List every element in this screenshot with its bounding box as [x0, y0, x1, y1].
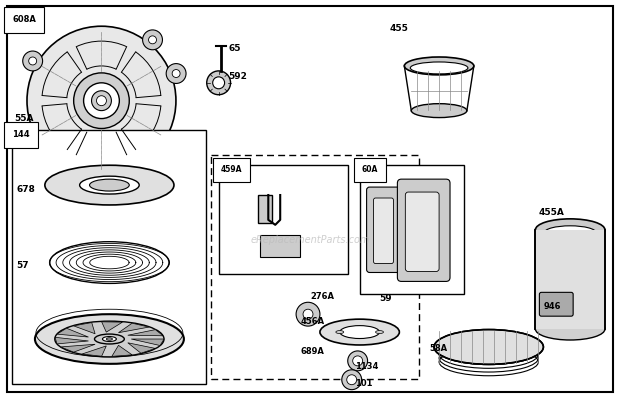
Bar	[360, 165, 464, 295]
Ellipse shape	[536, 219, 605, 241]
Text: 608A: 608A	[12, 15, 36, 24]
Circle shape	[348, 351, 368, 371]
Ellipse shape	[35, 314, 184, 364]
Text: 946: 946	[543, 302, 561, 311]
Ellipse shape	[89, 179, 130, 191]
Circle shape	[29, 57, 37, 65]
Text: 592: 592	[229, 72, 247, 81]
Polygon shape	[74, 322, 95, 334]
Text: 455A: 455A	[538, 208, 564, 217]
FancyBboxPatch shape	[397, 179, 450, 281]
Ellipse shape	[107, 338, 112, 340]
Ellipse shape	[94, 334, 124, 344]
Ellipse shape	[439, 333, 538, 361]
Circle shape	[23, 51, 43, 71]
Circle shape	[206, 71, 231, 95]
Text: 678: 678	[16, 185, 35, 194]
Text: 689A: 689A	[300, 347, 324, 356]
Circle shape	[97, 96, 107, 105]
Circle shape	[74, 73, 130, 129]
FancyBboxPatch shape	[539, 293, 573, 316]
FancyBboxPatch shape	[374, 198, 394, 263]
Bar	[590, 235, 602, 243]
Circle shape	[92, 91, 112, 111]
Ellipse shape	[435, 331, 542, 363]
Text: 59: 59	[379, 294, 392, 303]
Text: 456A: 456A	[300, 317, 324, 326]
Polygon shape	[52, 165, 151, 205]
Polygon shape	[128, 330, 163, 336]
Text: 60A: 60A	[361, 165, 378, 174]
Text: 65: 65	[229, 44, 241, 53]
Ellipse shape	[410, 62, 468, 74]
Polygon shape	[82, 346, 106, 356]
Circle shape	[172, 70, 180, 78]
Bar	[259, 195, 272, 223]
Ellipse shape	[411, 103, 467, 117]
Polygon shape	[61, 344, 95, 352]
Text: eReplacementParts.com: eReplacementParts.com	[250, 235, 370, 245]
Circle shape	[353, 356, 363, 366]
Bar	[260, 235, 300, 257]
Ellipse shape	[55, 321, 164, 357]
Circle shape	[84, 83, 119, 119]
Circle shape	[296, 302, 320, 326]
FancyBboxPatch shape	[405, 192, 439, 271]
Text: 459A: 459A	[221, 165, 242, 174]
Ellipse shape	[336, 331, 343, 334]
Circle shape	[342, 370, 361, 390]
Circle shape	[143, 30, 162, 50]
Circle shape	[213, 77, 224, 89]
Polygon shape	[57, 328, 89, 337]
Ellipse shape	[45, 165, 174, 205]
Ellipse shape	[102, 337, 117, 341]
Text: 1134: 1134	[355, 362, 378, 371]
Circle shape	[303, 309, 313, 319]
Ellipse shape	[376, 331, 384, 334]
Ellipse shape	[544, 226, 596, 240]
Polygon shape	[131, 339, 164, 345]
Polygon shape	[128, 343, 156, 353]
Polygon shape	[55, 338, 89, 344]
Ellipse shape	[404, 57, 474, 75]
Text: 55A: 55A	[14, 113, 33, 123]
Bar	[536, 230, 605, 329]
Bar	[219, 165, 348, 275]
Text: 144: 144	[12, 131, 30, 139]
Text: 276A: 276A	[310, 292, 334, 301]
Polygon shape	[102, 322, 123, 332]
Circle shape	[347, 375, 356, 385]
Circle shape	[149, 36, 156, 44]
Text: 57: 57	[16, 261, 29, 269]
Circle shape	[166, 64, 186, 84]
Polygon shape	[112, 345, 132, 356]
FancyBboxPatch shape	[366, 187, 401, 273]
Text: 58A: 58A	[429, 344, 447, 353]
Ellipse shape	[320, 319, 399, 345]
Polygon shape	[118, 323, 149, 333]
Bar	[211, 155, 419, 379]
Bar	[12, 131, 206, 384]
Text: 455: 455	[389, 24, 409, 33]
Ellipse shape	[79, 176, 140, 194]
FancyBboxPatch shape	[7, 6, 613, 392]
Text: 101: 101	[355, 378, 372, 388]
Ellipse shape	[536, 318, 605, 340]
Circle shape	[27, 26, 176, 175]
Ellipse shape	[340, 326, 379, 339]
